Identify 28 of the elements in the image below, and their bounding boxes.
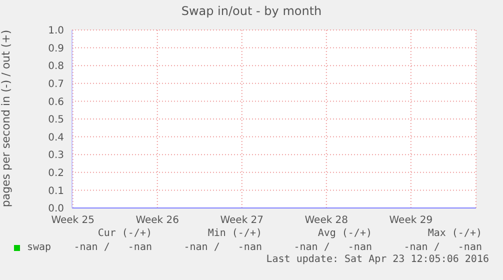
text: -nan / -nan — [402, 242, 482, 253]
y-tick-label: 0.3 — [48, 150, 64, 162]
x-tick-label: Week 27 — [220, 215, 264, 226]
y-tick-label: 1.0 — [48, 26, 64, 37]
text: Last update: Sat Apr 23 12:05:06 2016 — [265, 254, 489, 265]
y-tick-label: 0.2 — [48, 168, 64, 179]
text: Avg (-/+) — [316, 228, 372, 241]
y-tick-label: 0.8 — [48, 61, 64, 72]
text: Cur (-/+) — [96, 228, 152, 241]
legend-label: swap — [27, 242, 52, 253]
y-axis-title: pages per second in (-) / out (+) — [0, 28, 12, 210]
y-tick-label: 0.4 — [48, 132, 64, 144]
y-tick-label: 0.9 — [48, 43, 64, 54]
text: Max (-/+) — [426, 228, 482, 241]
y-tick-label: 0.5 — [48, 114, 64, 126]
text: -nan / -nan — [292, 242, 372, 253]
x-tick-label: Week 29 — [389, 215, 433, 226]
chart-title: Swap in/out - by month — [180, 4, 323, 18]
text: Min (-/+) — [206, 228, 262, 241]
text: -nan / -nan — [74, 242, 152, 253]
x-tick-label: Week 28 — [304, 215, 348, 226]
y-tick-label: 0.0 — [48, 204, 64, 215]
y-tick-label: 0.6 — [48, 96, 64, 108]
x-tick-label: Week 25 — [51, 215, 94, 226]
y-tick-label: 0.1 — [48, 186, 64, 197]
x-tick-label: Week 26 — [136, 215, 180, 226]
text: -nan / -nan — [182, 242, 262, 253]
y-tick-label: 0.7 — [48, 78, 64, 90]
